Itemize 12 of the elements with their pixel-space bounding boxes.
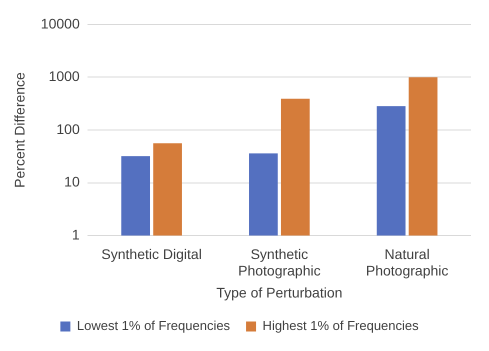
x-tick-label: Synthetic Photographic xyxy=(238,246,321,279)
x-axis-title: Type of Perturbation xyxy=(216,284,342,300)
legend-label: Highest 1% of Frequencies xyxy=(262,318,420,334)
y-tick-label: 10000 xyxy=(40,15,80,32)
y-tick-label: 1 xyxy=(72,226,80,242)
x-tick-label: Natural Photographic xyxy=(366,246,448,279)
y-axis-title: Percent Difference xyxy=(11,72,28,188)
y-tick-label: 100 xyxy=(56,120,80,137)
y-tick-label: 1000 xyxy=(48,68,80,84)
legend-label: Lowest 1% of Frequencies xyxy=(76,318,231,334)
x-tick-label: Synthetic Digital xyxy=(101,246,202,262)
y-tick-label: 10 xyxy=(64,174,80,190)
